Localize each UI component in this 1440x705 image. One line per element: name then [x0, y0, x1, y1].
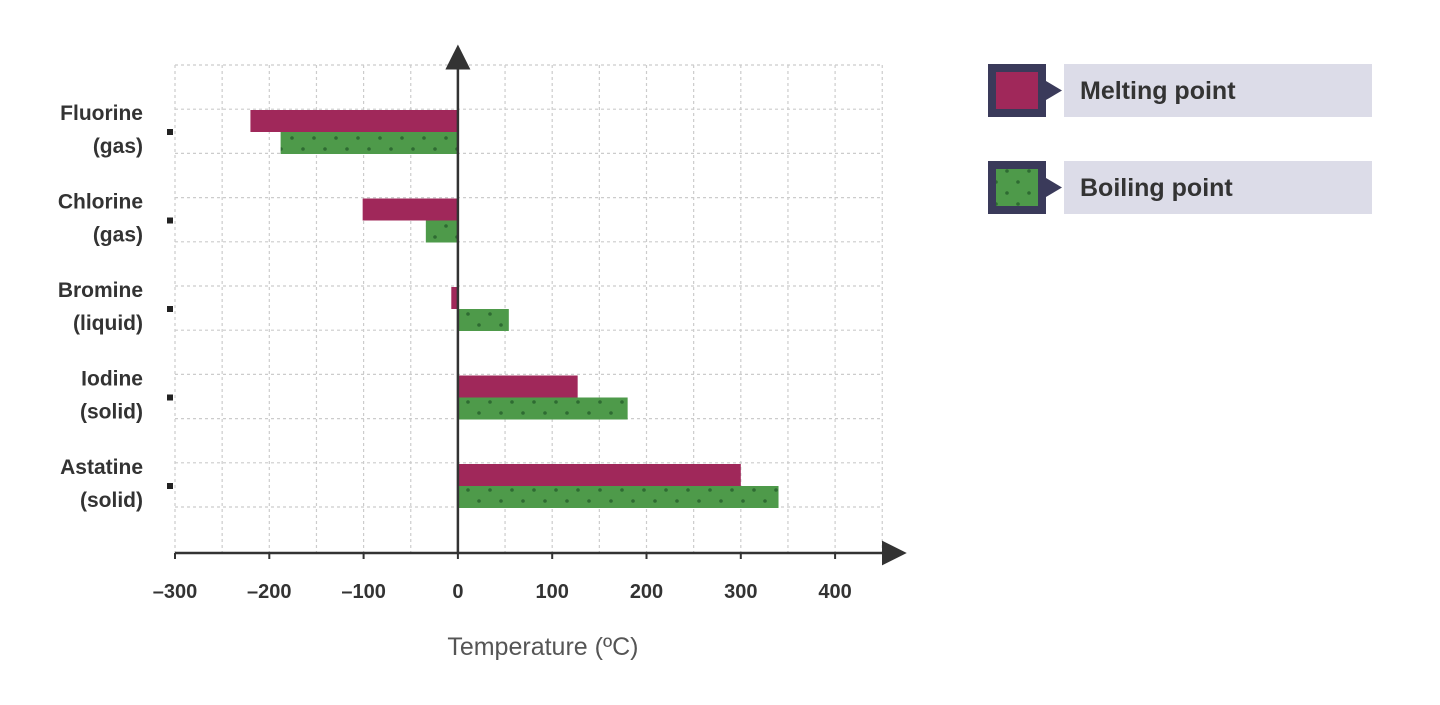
legend-swatch-melting — [996, 72, 1038, 109]
category-tick-mark — [167, 394, 173, 401]
x-tick-label: 400 — [818, 581, 851, 603]
x-tick-labels: –300 –200 –100 0 100 200 300 400 — [153, 581, 852, 603]
category-tick-mark — [167, 306, 173, 312]
legend-label-boiling: Boiling point — [1080, 174, 1233, 202]
x-tick-label: –100 — [341, 581, 386, 603]
x-axis-title: Temperature (ºC) — [447, 633, 638, 661]
category-label: Iodine — [81, 368, 143, 391]
category-tick-mark — [167, 129, 173, 135]
x-tick-label: –300 — [153, 581, 198, 603]
legend-label-box — [1064, 161, 1372, 214]
category-label: Chlorine — [58, 191, 143, 214]
bar-boiling-point — [457, 486, 779, 508]
bar-boiling-point — [457, 309, 509, 331]
bar-melting-point — [250, 110, 458, 132]
bar-boiling-point — [280, 132, 458, 154]
category-label: Fluorine — [60, 102, 143, 125]
bar-boiling-point — [457, 397, 628, 420]
bars — [167, 110, 779, 508]
category-tick-mark — [167, 483, 173, 489]
category-label: (gas) — [93, 224, 143, 247]
bar-boiling-point — [425, 220, 458, 243]
category-label: (solid) — [80, 489, 143, 512]
legend-swatch-boiling — [996, 169, 1038, 206]
x-tick-label: 0 — [452, 581, 463, 603]
category-label: Astatine — [60, 456, 143, 479]
x-tick-label: 200 — [630, 581, 663, 603]
legend-pointer-icon — [1046, 81, 1062, 100]
x-tick-label: –200 — [247, 581, 292, 603]
category-tick-mark — [167, 217, 173, 224]
bar-melting-point — [457, 464, 741, 486]
category-label: Bromine — [58, 279, 143, 302]
bar-melting-point — [362, 198, 458, 221]
legend-label-melting: Melting point — [1080, 77, 1236, 105]
bar-melting-point — [457, 375, 578, 398]
legend: Melting point Boiling point — [988, 64, 1372, 214]
legend-label-box — [1064, 64, 1372, 117]
category-label: (liquid) — [73, 312, 143, 335]
legend-pointer-icon — [1046, 178, 1062, 197]
x-tick-label: 300 — [724, 581, 757, 603]
bar-melting-point — [451, 287, 458, 309]
category-label: (solid) — [80, 401, 143, 424]
category-label: (gas) — [93, 135, 143, 158]
category-labels: Fluorine (gas) Chlorine (gas) Bromine (liquid… — [58, 102, 143, 512]
axes — [174, 44, 907, 566]
x-tick-label: 100 — [536, 581, 569, 603]
